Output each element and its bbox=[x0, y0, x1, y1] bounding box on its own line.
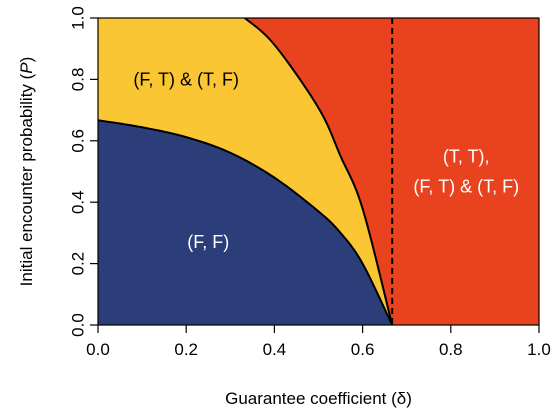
y-tick-label: 0.8 bbox=[69, 68, 88, 92]
y-axis-title-variable: P bbox=[17, 62, 36, 74]
x-tick-label: 1.0 bbox=[527, 340, 551, 359]
y-tick-label: 1.0 bbox=[69, 6, 88, 30]
plot-frame bbox=[97, 17, 540, 326]
x-axis-title: Guarantee coefficient (δ) bbox=[225, 389, 412, 408]
y-tick-label: 0.2 bbox=[69, 252, 88, 276]
x-tick-label: 0.6 bbox=[351, 340, 375, 359]
region-label-tt: (T, T), bbox=[443, 147, 490, 167]
x-tick-label: 0.0 bbox=[86, 340, 110, 359]
y-tick-label: 0.6 bbox=[69, 129, 88, 153]
x-tick-label: 0.4 bbox=[263, 340, 287, 359]
plot-area bbox=[98, 18, 539, 325]
axes: 0.0 0.2 0.4 0.6 0.8 1.0 0.0 0.2 0.4 0.6 0.8 1.0 bbox=[69, 6, 551, 359]
y-axis-title-prefix: Initial encounter probability ( bbox=[17, 73, 36, 286]
y-tick-label: 0.4 bbox=[69, 190, 88, 214]
region-label-ff: (F, F) bbox=[187, 232, 229, 252]
boundary-curves bbox=[97, 17, 394, 326]
region-label-tt: (F, T) & (T, F) bbox=[413, 177, 519, 197]
y-axis-title: Initial encounter probability (P) bbox=[17, 57, 36, 287]
y-axis-title-suffix: ) bbox=[17, 57, 36, 63]
x-tick-label: 0.2 bbox=[174, 340, 198, 359]
region-labels: (F, F) (F, T) & (T, F) (T, T), (F, T) & (T,… bbox=[133, 69, 519, 252]
boundary-lower-curve bbox=[97, 119, 394, 326]
region-label-ft-tf: (F, T) & (T, F) bbox=[133, 69, 239, 89]
region-ff bbox=[98, 120, 393, 325]
y-tick-label: 0.0 bbox=[69, 313, 88, 337]
x-tick-label: 0.8 bbox=[439, 340, 463, 359]
boundary-upper-curve bbox=[244, 17, 394, 326]
